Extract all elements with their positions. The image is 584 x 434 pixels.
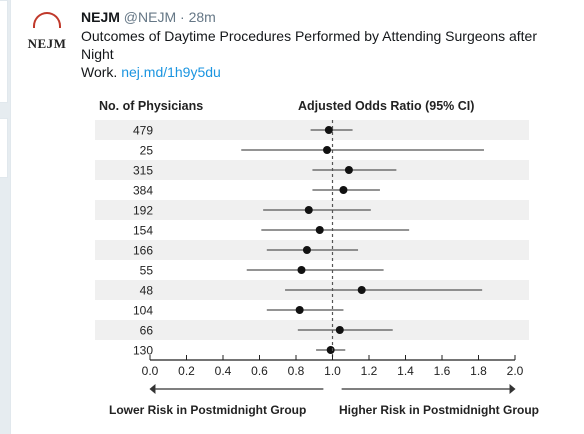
row-stripe — [95, 160, 529, 180]
author-handle[interactable]: @NEJM — [123, 9, 177, 25]
x-tick-label: 0.4 — [215, 364, 232, 378]
odds-ratio-point — [344, 166, 353, 174]
tweet-text: Outcomes of Daytime Procedures Performed… — [81, 27, 571, 81]
x-tick-label: 0.0 — [142, 364, 159, 378]
odds-ratio-point — [326, 346, 335, 354]
lower-risk-label: Lower Risk in Postmidnight Group — [109, 403, 306, 417]
physician-count: 315 — [133, 164, 153, 178]
odds-ratio-point — [339, 186, 348, 194]
x-tick-label: 1.6 — [434, 364, 451, 378]
odds-ratio-point — [335, 326, 344, 334]
odds-ratio-point — [295, 306, 304, 314]
tweet-card[interactable]: NEJM NEJM @NEJM · 28m Outcomes of Daytim… — [10, 0, 584, 434]
timestamp[interactable]: 28m — [188, 9, 216, 25]
avatar[interactable]: NEJM — [27, 12, 67, 52]
column-header-physicians: No. of Physicians — [99, 99, 203, 113]
column-header-odds-ratio: Adjusted Odds Ratio (95% CI) — [298, 99, 474, 113]
physician-count: 104 — [133, 304, 153, 318]
physician-count: 55 — [140, 264, 154, 278]
odds-ratio-point — [324, 126, 333, 134]
x-tick-label: 1.0 — [324, 364, 341, 378]
avatar-logo-text: NEJM — [27, 36, 67, 51]
author-name[interactable]: NEJM — [81, 9, 120, 25]
odds-ratio-point — [357, 286, 366, 294]
odds-ratio-point — [302, 246, 311, 254]
x-tick-label: 1.8 — [470, 364, 487, 378]
odds-ratio-point — [323, 146, 332, 154]
odds-ratio-point — [304, 206, 313, 214]
tweet-text-line1: Outcomes of Daytime Procedures Performed… — [81, 28, 538, 62]
x-tick-label: 0.2 — [178, 364, 195, 378]
higher-risk-arrowhead — [509, 384, 516, 394]
x-tick-label: 2.0 — [507, 364, 524, 378]
tweet-header: NEJM @NEJM · 28m — [81, 9, 216, 25]
physician-count: 48 — [140, 284, 154, 298]
x-tick-label: 1.2 — [361, 364, 378, 378]
tweet-link[interactable]: nej.md/1h9y5du — [121, 64, 221, 80]
physician-count: 25 — [140, 144, 154, 158]
forest-plot-chart: No. of Physicians Adjusted Odds Ratio (95… — [95, 99, 539, 417]
separator-dot: · — [180, 9, 185, 25]
odds-ratio-point — [297, 266, 306, 274]
tweet-text-line2: Work. — [81, 64, 118, 80]
seal-icon — [33, 12, 61, 28]
physician-count: 66 — [140, 324, 154, 338]
physician-count: 130 — [133, 344, 153, 358]
higher-risk-label: Higher Risk in Postmidnight Group — [339, 403, 539, 417]
physician-count: 192 — [133, 204, 153, 218]
x-tick-label: 1.4 — [397, 364, 414, 378]
lower-risk-arrowhead — [149, 384, 156, 394]
physician-count: 154 — [133, 224, 153, 238]
physician-count: 479 — [133, 124, 153, 138]
x-tick-label: 0.8 — [288, 364, 305, 378]
physician-count: 384 — [133, 184, 153, 198]
x-tick-label: 0.6 — [251, 364, 268, 378]
forest-plot-image[interactable]: No. of Physicians Adjusted Odds Ratio (95… — [81, 86, 584, 434]
adjacent-panel-fragment — [0, 118, 8, 178]
odds-ratio-point — [315, 226, 324, 234]
physician-count: 166 — [133, 244, 153, 258]
adjacent-panel-fragment — [0, 0, 8, 103]
